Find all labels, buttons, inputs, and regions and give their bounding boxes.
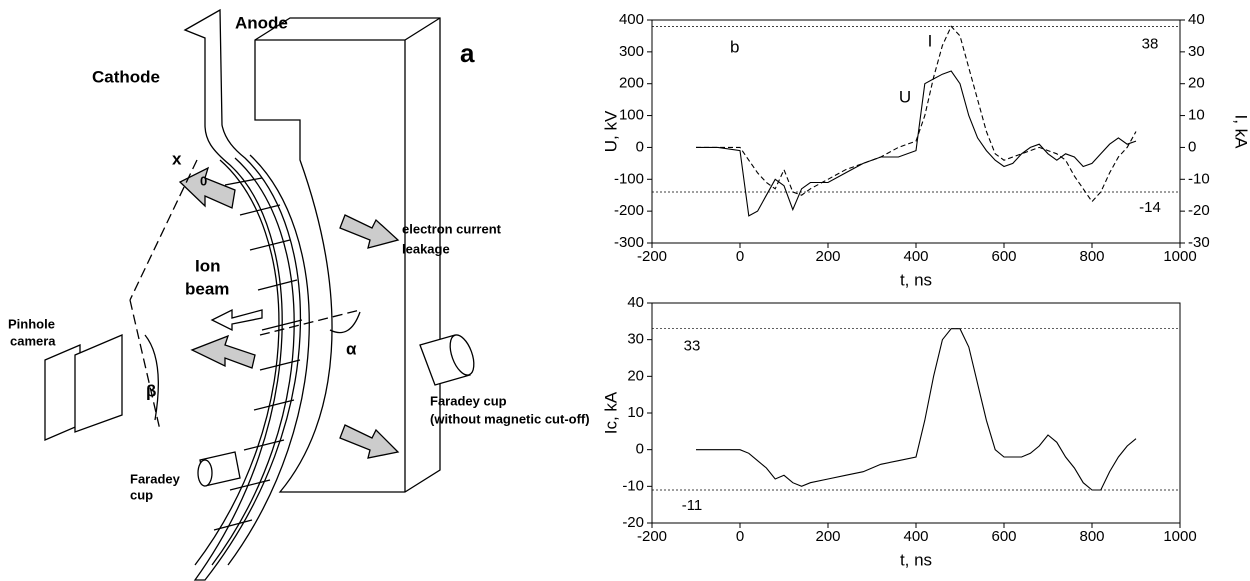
y2-tick-label: -20 [1188, 202, 1210, 219]
label: 0 [200, 173, 207, 188]
anode-edge [255, 17, 441, 492]
label: electron current [402, 221, 502, 236]
label: α [346, 339, 357, 358]
label: Cathode [92, 67, 160, 86]
y-tick-label: 10 [627, 404, 644, 421]
cathode-grid [194, 154, 310, 566]
y2-tick-label: 0 [1188, 138, 1196, 155]
y-tick-label: 20 [627, 367, 644, 384]
y-tick-label: 30 [627, 331, 644, 348]
y-tick-label: -300 [614, 234, 644, 251]
y-tick-label: -200 [614, 202, 644, 219]
label: Ion [195, 256, 221, 275]
x-tick-label: 200 [815, 248, 840, 265]
reference-label: 38 [1142, 35, 1159, 52]
x-tick-label: -200 [637, 528, 667, 545]
y-tick-label: -20 [622, 514, 644, 531]
x-tick-label: 0 [736, 528, 744, 545]
y-tick-label: 200 [619, 75, 644, 92]
label: beam [185, 279, 229, 298]
y2-tick-label: -10 [1188, 170, 1210, 187]
y-tick-label: 400 [619, 11, 644, 28]
y2-tick-label: 30 [1188, 43, 1205, 60]
arrow [339, 424, 400, 459]
x-tick-label: 600 [991, 248, 1016, 265]
y-tick-label: 0 [636, 138, 644, 155]
y-tick-label: 40 [627, 294, 644, 311]
diagram: Anode Cathode a x 0 electron current lea… [8, 8, 590, 581]
label: Pinhole [8, 316, 55, 331]
x-tick-label: 200 [815, 528, 840, 545]
ion-arrow [210, 308, 263, 332]
y-tick-label: 100 [619, 107, 644, 124]
x-tick-label: 800 [1079, 248, 1104, 265]
series-line [696, 25, 1137, 203]
reference-label: -14 [1139, 199, 1161, 216]
angle-arc [144, 311, 361, 421]
camera-plate [74, 334, 123, 433]
y2-tick-label: -30 [1188, 234, 1210, 251]
y-tick-label: 300 [619, 43, 644, 60]
cathode-grid [213, 177, 303, 531]
label: camera [10, 333, 56, 348]
arrow [178, 166, 236, 209]
x-tick-label: -200 [637, 248, 667, 265]
dashed-line [129, 159, 361, 431]
y-axis-label: Ic, kA [601, 391, 620, 434]
x-tick-label: 1000 [1163, 528, 1196, 545]
panel-label: b [730, 37, 739, 56]
x-tick-label: 400 [903, 528, 928, 545]
x-tick-label: 400 [903, 248, 928, 265]
panel-label: a [460, 38, 475, 68]
y2-axis-label: I, kA [1232, 114, 1250, 149]
x-tick-label: 800 [1079, 528, 1104, 545]
reference-label: 33 [684, 338, 701, 355]
series-line [696, 70, 1137, 217]
series-line [696, 328, 1137, 491]
x-axis-label: t, ns [900, 270, 932, 289]
label: Faradey [130, 471, 181, 486]
faraday-cup [449, 334, 475, 376]
label: β [146, 381, 156, 400]
faraday-cup [197, 459, 213, 487]
label: Faradey cup [430, 393, 507, 408]
y2-tick-label: 40 [1188, 11, 1205, 28]
reference-label: -11 [682, 497, 703, 514]
label: x [172, 149, 182, 168]
y2-tick-label: 10 [1188, 107, 1205, 124]
series-label: I [928, 31, 933, 50]
label: cup [130, 487, 153, 502]
x-tick-label: 1000 [1163, 248, 1196, 265]
y-tick-label: -10 [622, 477, 644, 494]
cathode-plate [183, 8, 301, 581]
y-tick-label: 0 [636, 441, 644, 458]
anode-block [254, 17, 441, 493]
arrow [190, 334, 256, 369]
arrow [339, 214, 400, 249]
series-label: U [899, 87, 911, 106]
y-tick-label: -100 [614, 170, 644, 187]
x-tick-label: 0 [736, 248, 744, 265]
x-tick-label: 600 [991, 528, 1016, 545]
label: (without magnetic cut-off) [430, 411, 590, 426]
x-axis-label: t, ns [900, 550, 932, 569]
label: Anode [235, 13, 288, 32]
y-axis-label: U, kV [601, 110, 620, 152]
label: leakage [402, 241, 450, 256]
y2-tick-label: 20 [1188, 75, 1205, 92]
